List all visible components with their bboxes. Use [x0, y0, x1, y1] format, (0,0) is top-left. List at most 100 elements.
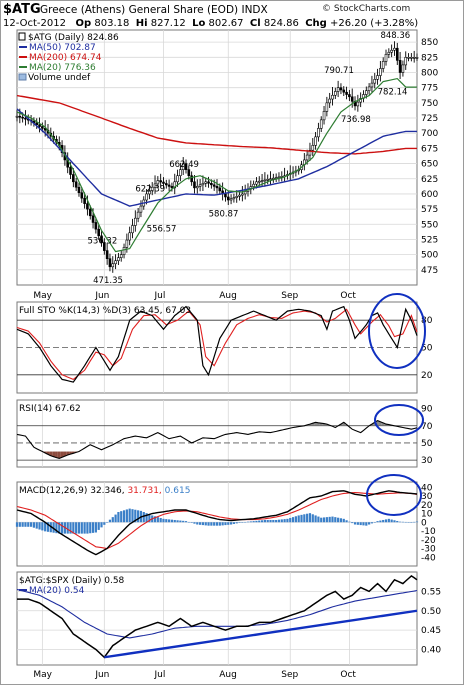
price-candle — [393, 47, 396, 51]
macd-highlight-circle — [366, 474, 422, 516]
price-candle — [88, 208, 92, 217]
macd-histogram-bar — [291, 517, 295, 523]
macd-histogram-bar — [232, 522, 236, 524]
price-panel — [16, 29, 418, 286]
price-candle — [176, 175, 179, 183]
macd-histogram-bar — [44, 522, 47, 532]
price-candle — [184, 163, 188, 170]
macd-histogram-bar — [145, 513, 148, 523]
price-candle — [38, 124, 41, 127]
price-candle — [370, 82, 374, 88]
price-candle — [119, 254, 123, 258]
price-candle — [136, 211, 140, 219]
price-y-tick: 600 — [421, 190, 438, 200]
price-candle — [134, 217, 137, 226]
price-candle — [179, 169, 182, 177]
price-y-tick: 825 — [421, 53, 438, 63]
macd-histogram-bar — [207, 522, 210, 526]
macd-histogram-bar — [35, 522, 38, 529]
macd-histogram-bar — [168, 519, 171, 523]
rsi-y-tick: 30 — [421, 456, 433, 466]
price-candle — [345, 91, 348, 95]
macd-histogram-bar — [100, 522, 103, 528]
price-annotation: 622.39 — [135, 184, 165, 194]
price-candle — [226, 196, 230, 201]
price-candle — [390, 49, 393, 53]
price-y-tick: 525 — [421, 235, 438, 245]
price-candle — [114, 260, 117, 265]
macd-histogram-bar — [322, 517, 326, 523]
x-axis-label-bottom: May — [33, 670, 52, 680]
price-candle — [204, 181, 208, 184]
price-candle — [18, 115, 22, 118]
price-candle — [77, 186, 81, 194]
macd-histogram-bar — [345, 520, 348, 523]
price-y-tick: 725 — [421, 114, 438, 124]
macd-histogram-bar — [238, 522, 241, 523]
price-candle — [108, 258, 112, 268]
macd-histogram-bar — [170, 519, 174, 523]
macd-histogram-bar — [275, 519, 278, 523]
rsi-y-tick: 70 — [421, 422, 433, 432]
macd-histogram-bar — [66, 522, 69, 534]
price-candle — [401, 64, 405, 73]
macd-histogram-bar — [182, 520, 185, 523]
macd-histogram-bar — [38, 522, 41, 530]
price-candle — [111, 263, 115, 268]
macd-histogram-bar — [103, 522, 106, 525]
ma50-line — [16, 108, 417, 207]
price-candle — [117, 257, 120, 262]
price-candle — [207, 181, 210, 184]
price-candle — [376, 75, 379, 80]
price-y-tick: 700 — [421, 129, 438, 139]
macd-histogram-bar — [353, 522, 357, 525]
macd-y-tick: -20 — [421, 536, 436, 546]
macd-histogram-bar — [75, 522, 78, 534]
price-candle — [263, 179, 267, 182]
price-candle — [350, 96, 354, 102]
macd-line — [16, 490, 418, 556]
macd-histogram-bar — [55, 522, 58, 534]
macd-histogram-bar — [334, 517, 337, 523]
macd-histogram-bar — [396, 520, 399, 523]
macd-histogram-bar — [348, 521, 351, 523]
price-candle — [384, 53, 388, 62]
price-candle — [159, 180, 162, 183]
macd-y-tick: -30 — [421, 545, 436, 555]
macd-histogram-bar — [46, 522, 50, 532]
macd-histogram-bar — [21, 522, 24, 527]
price-candle — [41, 126, 44, 129]
price-annotation: 736.98 — [341, 115, 371, 125]
macd-histogram-bar — [108, 519, 112, 523]
price-candle — [173, 181, 177, 189]
x-axis-label-bottom: Jul — [153, 670, 165, 680]
price-candle — [139, 205, 143, 213]
macd-histogram-bar — [401, 521, 405, 523]
macd-histogram-bar — [365, 522, 368, 526]
macd-histogram-bar — [255, 520, 258, 523]
macd-histogram-bar — [359, 522, 362, 526]
price-annotation: 782.14 — [378, 87, 408, 97]
macd-histogram-bar — [415, 521, 419, 523]
macd-histogram-bar — [325, 517, 328, 523]
price-candle — [198, 184, 202, 187]
price-y-tick: 575 — [421, 205, 438, 215]
price-candle — [24, 117, 27, 120]
price-candle — [314, 136, 317, 146]
price-candle — [252, 183, 255, 187]
price-candle — [308, 149, 312, 156]
macd-y-tick: 20 — [421, 501, 433, 511]
price-candle — [325, 102, 329, 112]
price-candle — [305, 154, 309, 161]
macd-histogram-bar — [114, 514, 117, 523]
relative-ma-line — [16, 588, 418, 639]
macd-histogram-bar — [308, 513, 312, 523]
macd-histogram-bar — [351, 522, 354, 524]
macd-histogram-bar — [91, 522, 95, 533]
price-candle — [334, 91, 337, 96]
ticker-title: $ATG — [3, 2, 41, 17]
legend-volume-icon — [18, 73, 27, 81]
relative-legend-ratio: $ATG:$SPX (Daily) 0.58 — [19, 576, 125, 586]
stochastic-y-tick: 50 — [421, 344, 433, 354]
price-candle — [167, 184, 171, 187]
